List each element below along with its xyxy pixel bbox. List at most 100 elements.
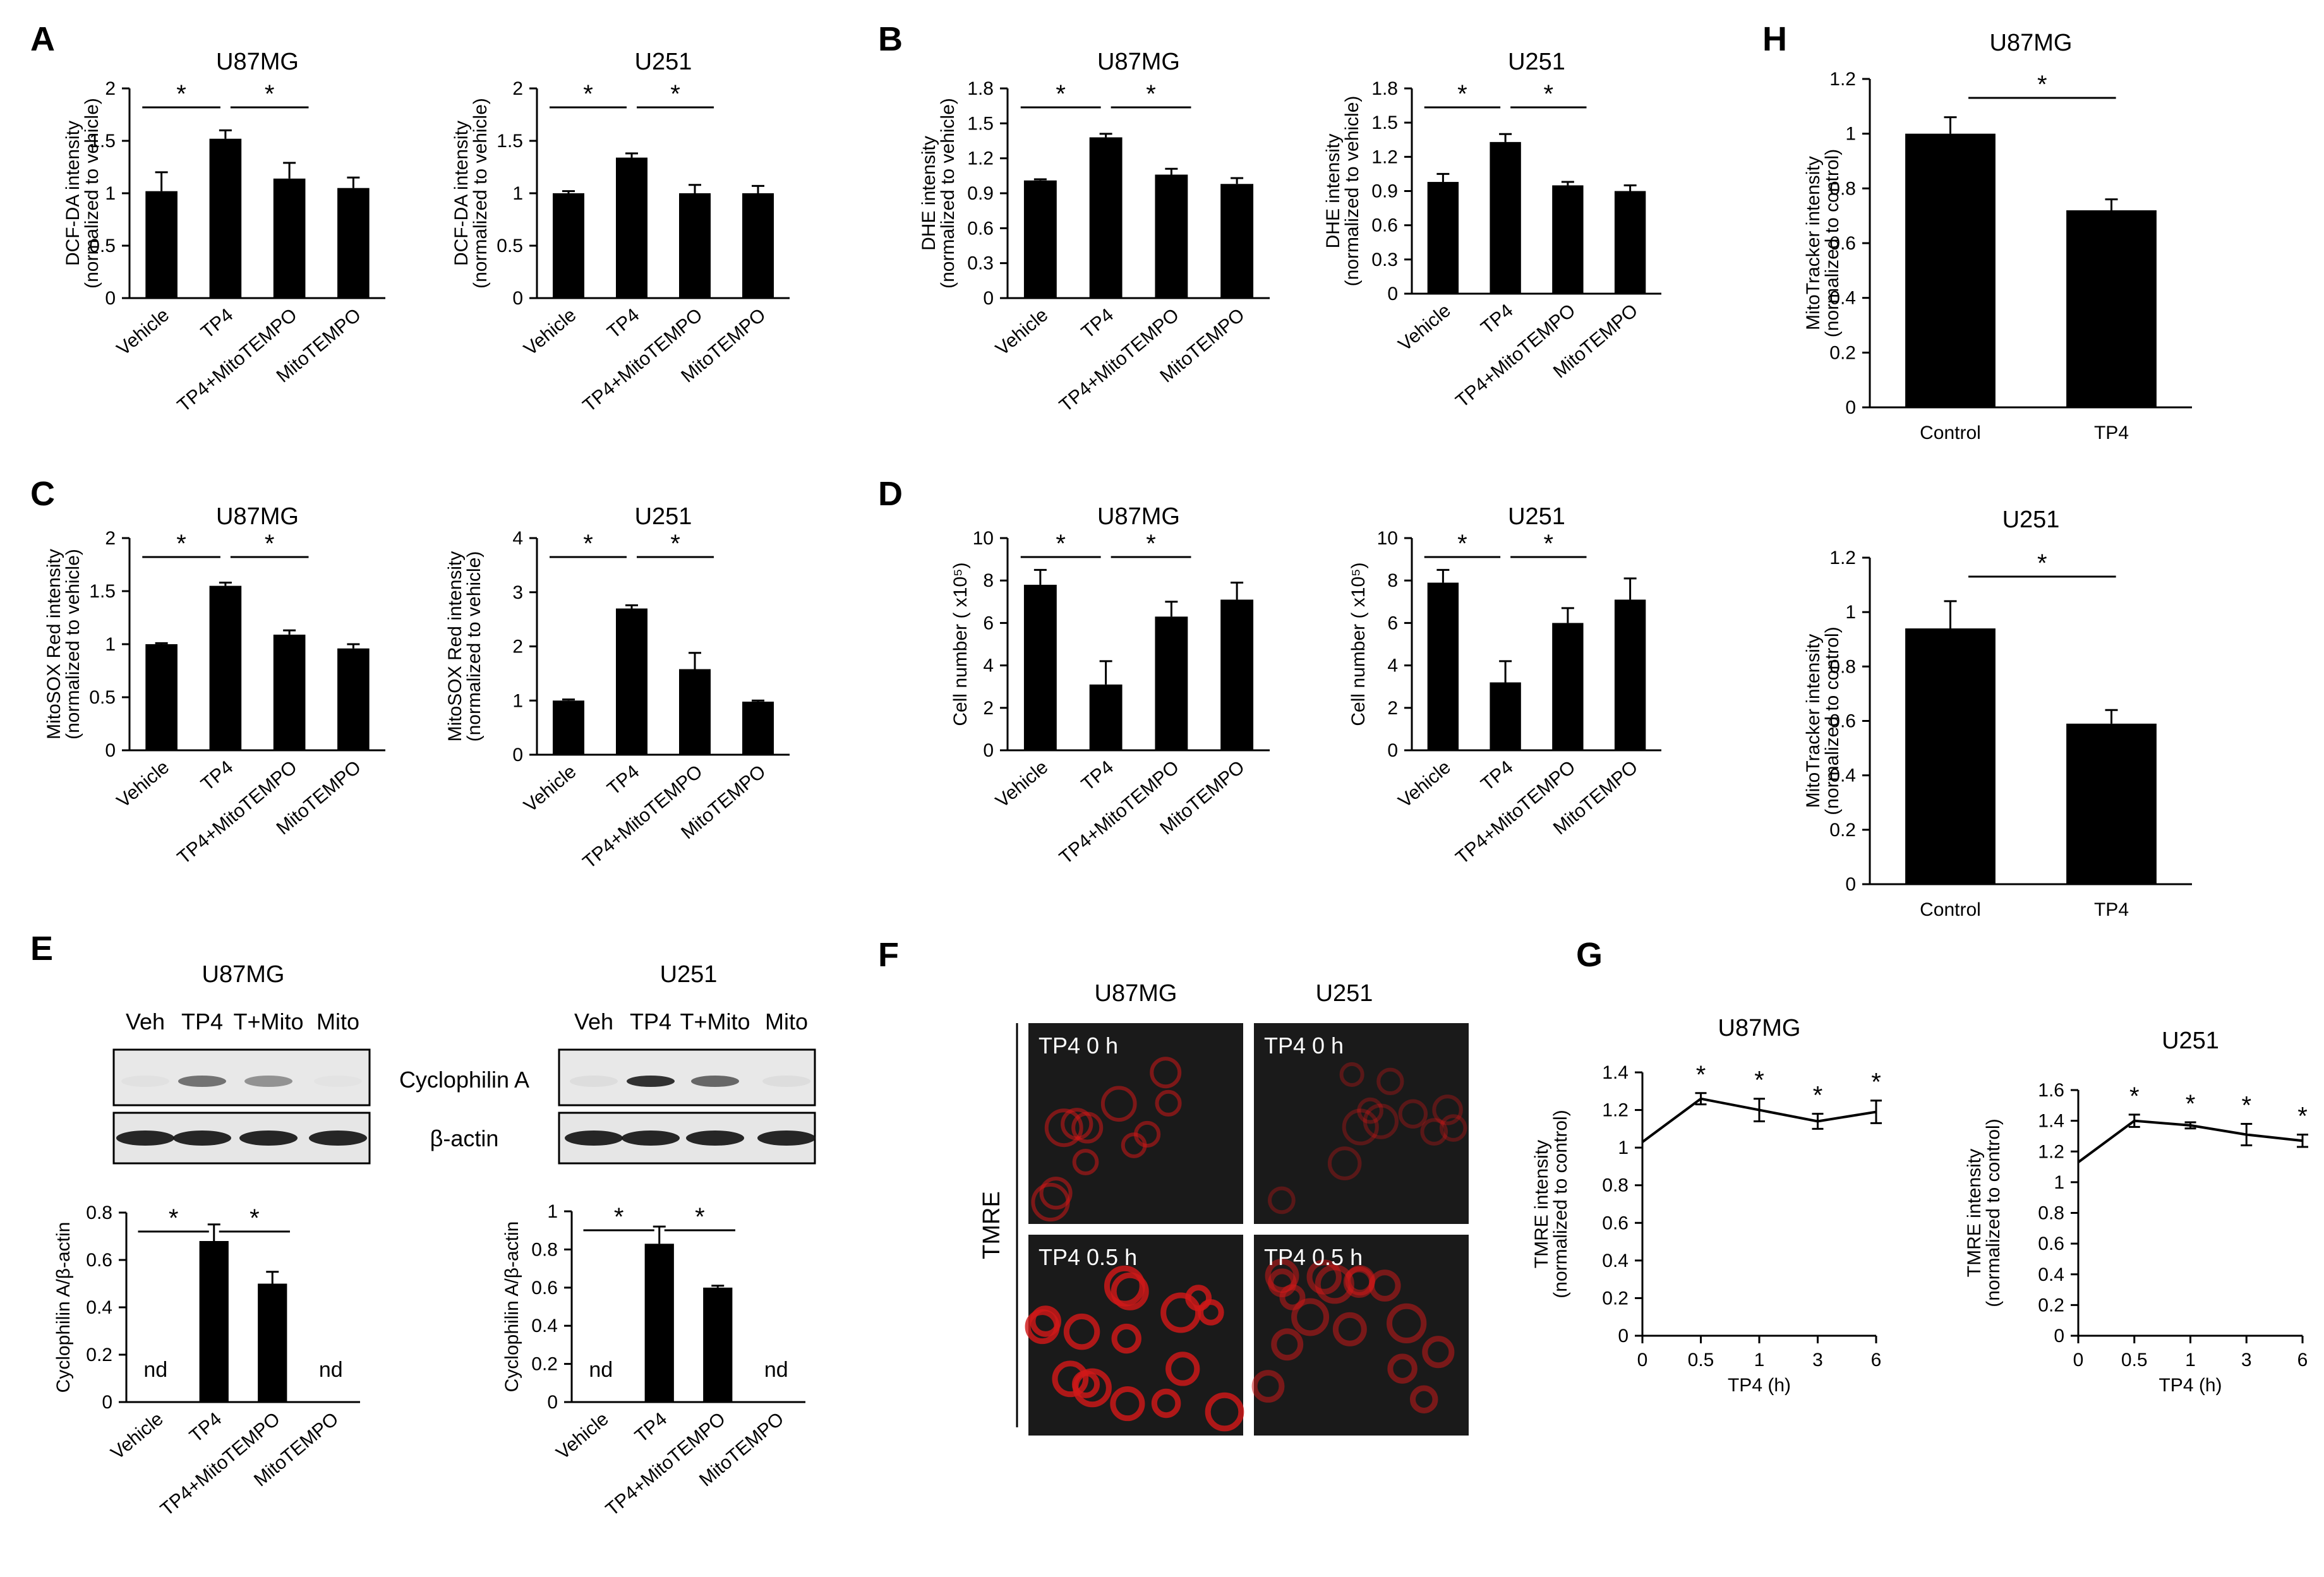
- y-tick-label: 1.5: [1371, 112, 1398, 133]
- y-tick-label: 0: [1387, 740, 1398, 761]
- band: [565, 1130, 623, 1146]
- cell: [1422, 1336, 1455, 1369]
- panel-letter-g: G: [1576, 936, 1603, 974]
- chart-title: U251: [2162, 1028, 2219, 1054]
- lane-label: Veh: [126, 1009, 165, 1034]
- y-axis-label: (normalized to vehicle): [63, 549, 83, 740]
- bar: [337, 648, 370, 750]
- chart-title: U251: [1508, 49, 1565, 75]
- x-tick-label: 0.5: [1688, 1350, 1714, 1370]
- category-label: TP4+MitoTEMPO: [174, 304, 301, 416]
- significance-star: *: [1056, 80, 1066, 108]
- cell: [1332, 1312, 1367, 1346]
- chart-c2: 0 1 2 3 4 MitoSOX Red intensity(normalized to…: [445, 503, 790, 873]
- bar: [1490, 682, 1521, 750]
- chart-h2: 0 0.2 0.4 0.6 0.8 1 1.2 MitoTracker intensity(n…: [1803, 507, 2192, 920]
- lane-label: TP4: [630, 1009, 671, 1034]
- column-label: U87MG: [1095, 980, 1177, 1007]
- y-tick-label: 0.2: [531, 1354, 558, 1375]
- bar: [2066, 723, 2157, 884]
- y-tick-label: 0.8: [2038, 1203, 2064, 1224]
- y-axis-label: Cyclophilin A/β-actin: [53, 1222, 74, 1393]
- significance-star: *: [2186, 1090, 2196, 1118]
- y-tick-label: 0.8: [1829, 656, 1856, 677]
- significance-star: *: [1544, 530, 1554, 558]
- cell: [1150, 1057, 1182, 1089]
- cell: [1409, 1385, 1438, 1413]
- y-axis-label: (normalized to vehicle): [81, 98, 102, 289]
- y-tick-label: 1: [2054, 1172, 2064, 1193]
- category-label: TP4+MitoTEMPO: [1056, 304, 1183, 416]
- bar: [273, 634, 306, 750]
- micrograph-label: TP4 0 h: [1039, 1033, 1118, 1058]
- x-tick-label: 0: [1637, 1350, 1648, 1370]
- panel-letter-a: A: [30, 20, 55, 58]
- bar: [2066, 210, 2157, 407]
- category-label: Vehicle: [552, 1408, 612, 1463]
- significance-star: *: [176, 530, 186, 558]
- y-axis-label: DCF-DA intensity: [63, 121, 83, 266]
- y-tick-label: 0: [105, 288, 116, 309]
- panel-letter-c: C: [30, 475, 55, 513]
- bar: [553, 700, 584, 755]
- chart-h1: 0 0.2 0.4 0.6 0.8 1 1.2 MitoTracker intensity(n…: [1803, 30, 2192, 443]
- category-label: TP4: [631, 1408, 671, 1447]
- significance-star: *: [2297, 1103, 2308, 1130]
- chart-g2: 0 0.2 0.4 0.6 0.8 1 1.2 1.4 1.6 TMRE intensity(no…: [1964, 1028, 2308, 1396]
- significance-star: *: [1056, 530, 1066, 558]
- cell: [1165, 1352, 1200, 1386]
- y-tick-label: 0.6: [1602, 1213, 1629, 1233]
- chart-c1: 0 0.5 1 1.5 2 MitoSOX Red intensity(normalize…: [44, 503, 385, 868]
- y-tick-label: 4: [1387, 656, 1398, 676]
- panel-letter-b: B: [878, 20, 903, 58]
- significance-star: *: [1457, 80, 1467, 108]
- x-tick-label: 6: [2297, 1350, 2308, 1370]
- significance-star: *: [1813, 1082, 1823, 1110]
- category-label: TP4: [2094, 423, 2129, 443]
- bar: [1614, 191, 1646, 294]
- y-tick-label: 0.3: [1371, 249, 1398, 270]
- side-label: TMRE: [978, 1191, 1005, 1259]
- significance-star: *: [583, 530, 593, 558]
- column-label: U251: [1316, 980, 1373, 1007]
- cell: [1205, 1392, 1244, 1432]
- panel-e: E: [30, 930, 53, 968]
- panel-letter-d: D: [878, 475, 903, 513]
- bar: [1220, 184, 1254, 298]
- cell: [1251, 1370, 1285, 1403]
- micrograph: TP4 0 h: [1254, 1023, 1469, 1224]
- y-axis-label: Cell number ( x10⁵): [950, 562, 971, 726]
- blot-label-cyclophilin: Cyclophilin A: [399, 1067, 529, 1093]
- y-tick-label: 1.8: [967, 78, 994, 99]
- y-axis-label: DHE intensity: [1323, 134, 1344, 249]
- cell: [1155, 1089, 1182, 1117]
- chart-title: U87MG: [1718, 1015, 1801, 1041]
- cell: [1342, 1108, 1379, 1146]
- y-tick-label: 0.4: [1829, 288, 1856, 309]
- panel-letter-f: F: [878, 936, 899, 974]
- micrograph-label: TP4 0 h: [1264, 1033, 1344, 1058]
- y-tick-label: 0: [512, 745, 523, 765]
- category-label: Control: [1920, 423, 1981, 443]
- chart-title: U87MG: [216, 49, 299, 75]
- y-tick-label: 1.2: [967, 148, 994, 169]
- bar: [1089, 684, 1123, 750]
- y-tick-label: 3: [512, 582, 523, 603]
- bar: [1023, 584, 1057, 750]
- lane-label: Veh: [574, 1009, 613, 1034]
- chart-a1: 0 0.5 1 1.5 2 DCF-DA intensity(normalized to …: [63, 49, 385, 416]
- significance-star: *: [169, 1204, 179, 1232]
- band: [762, 1076, 810, 1087]
- y-tick-label: 1.5: [967, 113, 994, 134]
- bar: [1552, 185, 1584, 294]
- y-tick-label: 0: [512, 288, 523, 309]
- y-tick-label: 0.6: [1371, 215, 1398, 236]
- y-tick-label: 0.6: [967, 218, 994, 239]
- y-tick-label: 0.2: [1829, 342, 1856, 363]
- micrograph: TP4 0.5 h: [1025, 1235, 1244, 1436]
- chart-title: U251: [2002, 507, 2060, 533]
- bar: [1155, 174, 1188, 298]
- y-tick-label: 0: [2054, 1326, 2064, 1346]
- y-tick-label: 0.4: [86, 1297, 112, 1318]
- y-tick-label: 0: [105, 740, 116, 761]
